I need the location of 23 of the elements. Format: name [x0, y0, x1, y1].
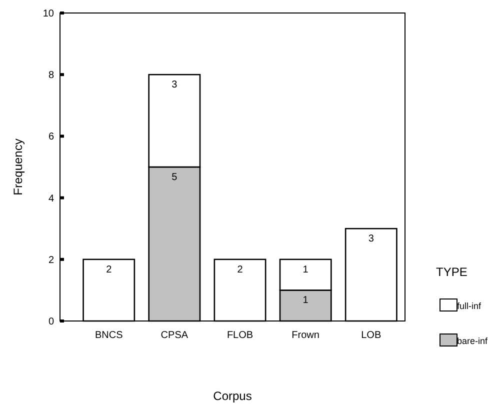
legend-title: TYPE [436, 265, 468, 279]
y-tick-label: 0 [48, 316, 54, 328]
data-label: 3 [172, 80, 178, 91]
x-axis-title: Corpus [213, 389, 252, 403]
y-tick-label: 10 [42, 8, 54, 20]
data-label: 2 [106, 264, 112, 276]
data-label: 1 [302, 295, 309, 306]
x-tick-label: FLOB [226, 330, 254, 341]
y-tick-label: 8 [48, 70, 54, 82]
legend-label: full-inf [457, 301, 482, 311]
x-tick-label: BNCS [94, 330, 124, 341]
x-tick-label: LOB [361, 330, 382, 341]
legend-label: bare-inf [457, 336, 488, 346]
y-tick-label: 4 [48, 193, 54, 204]
data-label: 5 [172, 172, 178, 183]
data-label: 1 [302, 264, 309, 276]
data-label: 2 [237, 264, 244, 276]
y-axis-title: Frequency [11, 138, 25, 196]
data-label: 3 [368, 234, 374, 245]
x-tick-label: Frown [292, 330, 320, 341]
y-tick-label: 2 [48, 254, 54, 266]
y-tick-label: 6 [48, 132, 54, 143]
x-tick-label: CPSA [160, 330, 188, 341]
